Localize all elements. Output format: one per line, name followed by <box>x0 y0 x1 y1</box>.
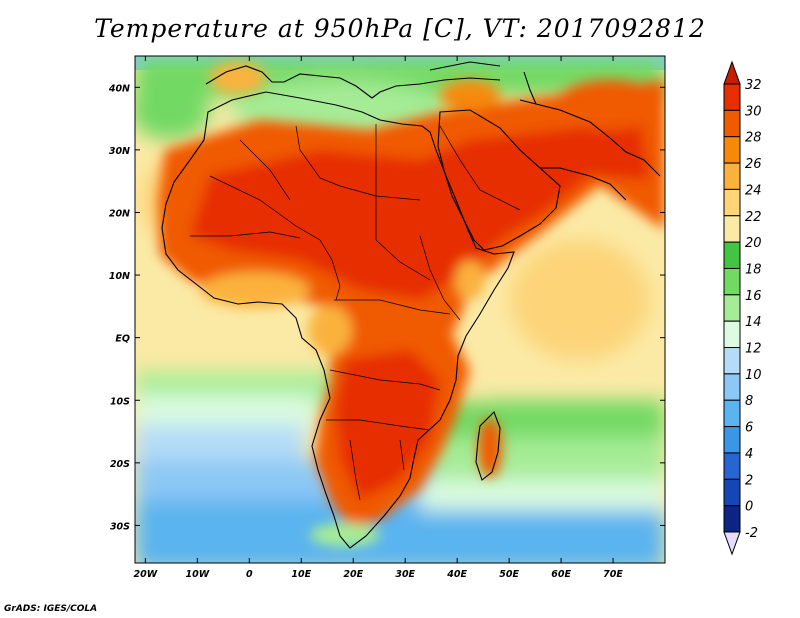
grads-credit: GrADS: IGES/COLA <box>4 604 98 614</box>
lat-tick-label: 30N <box>109 146 130 157</box>
colorbar-level-label: 2 <box>745 473 753 488</box>
colorbar-level-label: 0 <box>745 500 753 515</box>
colorbar-segment <box>723 373 741 401</box>
colorbar-level-label: 32 <box>745 78 762 93</box>
colorbar-segment <box>723 188 741 217</box>
temperature-field <box>135 56 665 563</box>
lon-tick-label: 70E <box>603 569 623 580</box>
colorbar-level-label: 24 <box>745 183 762 198</box>
country-borders <box>190 124 521 501</box>
colorbar-segment <box>723 215 741 243</box>
chart-title: Temperature at 950hPa [C], VT: 201709281… <box>94 14 706 43</box>
lon-tick-label: 20E <box>343 569 363 580</box>
colorbar-segment <box>723 320 741 349</box>
colorbar-level-label: 22 <box>745 210 762 225</box>
colorbar-segment <box>723 83 741 111</box>
colorbar-level-label: 16 <box>745 289 762 304</box>
latitude-tick-labels: 40N 30N 20N 10N EQ 10S 20S 30S <box>108 83 130 532</box>
colorbar-level-label: 6 <box>745 421 753 436</box>
colorbar-level-label: 28 <box>745 131 762 146</box>
axis-ticks <box>135 56 665 563</box>
colorbar-segment <box>723 136 741 164</box>
lon-tick-label: 10W <box>186 569 210 580</box>
colorbar-segment <box>723 399 741 428</box>
colorbar-segment <box>723 478 741 507</box>
colorbar-segment <box>723 426 741 454</box>
colorbar-segment <box>723 267 741 296</box>
colorbar-level-label: 26 <box>745 157 762 172</box>
colorbar-level-label: -2 <box>745 526 758 541</box>
lon-tick-label: 0 <box>246 569 253 580</box>
colorbar-level-label: 4 <box>745 447 753 462</box>
lat-tick-label: 20S <box>110 459 130 470</box>
colorbar-level-label: 18 <box>745 262 762 277</box>
lon-tick-label: 10E <box>291 569 311 580</box>
colorbar-segment <box>723 505 741 533</box>
colorbar-top-arrow <box>723 60 741 85</box>
colorbar-level-label: 8 <box>745 394 753 409</box>
longitude-tick-labels: 20W 10W 0 10E 20E 30E 40E 50E 60E 70E <box>134 569 624 580</box>
lon-tick-label: 30E <box>395 569 415 580</box>
colorbar-segment <box>723 347 741 375</box>
lat-tick-label: EQ <box>115 334 130 345</box>
colorbar-level-label: 30 <box>745 104 762 119</box>
colorbar-segment <box>723 109 741 138</box>
lat-tick-label: 10N <box>109 271 130 282</box>
colorbar-segment <box>723 162 741 190</box>
colorbar-segment <box>723 452 741 480</box>
lon-tick-label: 60E <box>551 569 571 580</box>
colorbar-level-label: 12 <box>745 342 762 357</box>
lat-tick-label: 10S <box>110 396 130 407</box>
colorbar-segment <box>723 241 741 269</box>
lon-tick-label: 40E <box>446 569 467 580</box>
lon-tick-label: 20W <box>134 569 158 580</box>
colorbar-bottom-arrow <box>723 531 741 556</box>
colorbar-level-label: 10 <box>745 368 762 383</box>
lat-tick-label: 30S <box>110 521 130 532</box>
lat-tick-label: 20N <box>109 208 130 219</box>
coastlines <box>161 61 661 549</box>
colorbar-level-label: 20 <box>745 236 762 251</box>
colorbar-segment <box>723 294 741 322</box>
lon-tick-label: 50E <box>499 569 519 580</box>
lat-tick-label: 40N <box>108 83 130 94</box>
colorbar-level-label: 14 <box>745 315 762 330</box>
plot-frame <box>134 55 666 564</box>
